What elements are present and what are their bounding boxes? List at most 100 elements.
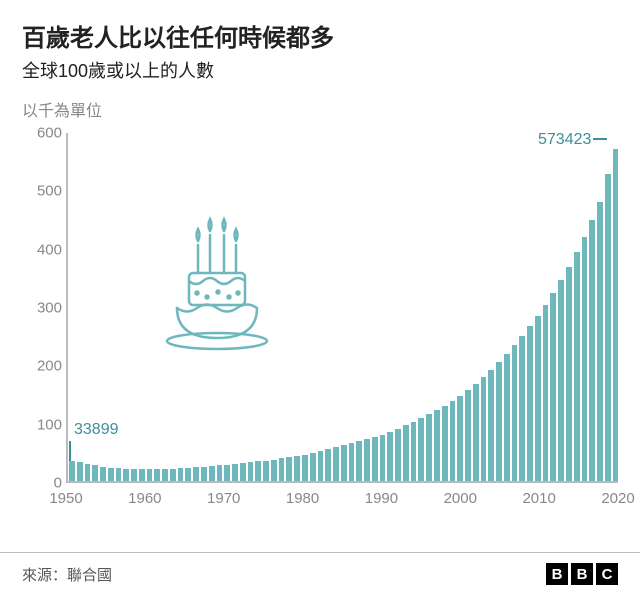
bar xyxy=(170,469,176,481)
bar xyxy=(240,463,246,481)
bar xyxy=(286,457,292,481)
y-tick-label: 500 xyxy=(22,183,62,200)
bar xyxy=(108,468,114,481)
y-tick-label: 600 xyxy=(22,125,62,142)
bar xyxy=(69,461,75,481)
bar xyxy=(550,293,556,481)
bar xyxy=(488,370,494,481)
bar xyxy=(364,439,370,481)
x-tick-label: 1960 xyxy=(128,490,161,507)
bar xyxy=(209,466,215,481)
bar xyxy=(154,469,160,481)
bar xyxy=(589,220,595,481)
bar xyxy=(333,447,339,481)
bar xyxy=(434,410,440,481)
bar xyxy=(457,396,463,481)
footer: 來源：聯合國 B B C xyxy=(0,552,640,585)
chart-subtitle: 全球100歲或以上的人數 xyxy=(22,57,618,83)
bar xyxy=(450,401,456,481)
bar xyxy=(116,468,122,481)
chart-area: 0100200300400500600195019601970198019902… xyxy=(22,123,618,523)
bar xyxy=(271,460,277,481)
bar xyxy=(185,468,191,481)
bar xyxy=(139,469,145,481)
bar xyxy=(255,461,261,481)
x-tick-label: 1990 xyxy=(365,490,398,507)
bar xyxy=(613,149,619,481)
bar xyxy=(403,425,409,481)
bar xyxy=(318,451,324,481)
bar xyxy=(496,362,502,481)
bar xyxy=(372,437,378,481)
logo-letter: B xyxy=(571,563,593,585)
data-annotation: 573423 xyxy=(538,131,607,149)
bar xyxy=(543,305,549,481)
bar xyxy=(566,267,572,481)
bar xyxy=(85,464,91,481)
bar xyxy=(418,418,424,481)
bar xyxy=(558,280,564,481)
chart-title: 百歲老人比以往任何時候都多 xyxy=(22,18,618,53)
y-axis-unit: 以千為單位 xyxy=(22,97,618,121)
bar xyxy=(217,465,223,481)
bar xyxy=(356,441,362,481)
bar xyxy=(597,202,603,481)
bar xyxy=(519,336,525,481)
bar xyxy=(605,174,611,481)
bar xyxy=(395,429,401,481)
cake-icon xyxy=(162,213,272,353)
x-tick-label: 1970 xyxy=(207,490,240,507)
bar xyxy=(380,435,386,481)
x-tick-label: 1950 xyxy=(49,490,82,507)
bar xyxy=(77,462,83,481)
bar xyxy=(131,469,137,481)
bar xyxy=(387,432,393,481)
bar xyxy=(574,252,580,481)
bar xyxy=(302,455,308,481)
bar xyxy=(582,237,588,481)
bar xyxy=(325,449,331,481)
chart-container: 百歲老人比以往任何時候都多 全球100歲或以上的人數 以千為單位 xyxy=(0,0,640,523)
bar xyxy=(224,465,230,481)
y-tick-label: 100 xyxy=(22,416,62,433)
bar xyxy=(411,422,417,481)
x-tick-label: 2000 xyxy=(444,490,477,507)
bar xyxy=(279,458,285,481)
y-tick-label: 400 xyxy=(22,241,62,258)
bar xyxy=(527,326,533,481)
annotation-tick xyxy=(69,441,71,461)
bar xyxy=(349,443,355,481)
bar xyxy=(535,316,541,481)
bbc-logo: B B C xyxy=(546,563,618,585)
plot-area xyxy=(66,133,618,483)
bar xyxy=(442,406,448,481)
bar xyxy=(201,467,207,482)
bar xyxy=(481,377,487,481)
bar xyxy=(341,445,347,481)
logo-letter: C xyxy=(596,563,618,585)
logo-letter: B xyxy=(546,563,568,585)
bar xyxy=(193,467,199,481)
bar xyxy=(100,467,106,482)
bar xyxy=(123,469,129,481)
bar xyxy=(310,453,316,481)
bar xyxy=(465,390,471,481)
bars-group xyxy=(68,133,618,481)
data-annotation: 33899 xyxy=(74,421,119,439)
bar xyxy=(92,465,98,481)
source-label: 來源：聯合國 xyxy=(22,564,112,585)
bar xyxy=(248,462,254,481)
bar xyxy=(426,414,432,481)
bar xyxy=(294,456,300,481)
x-tick-label: 2020 xyxy=(601,490,634,507)
y-tick-label: 0 xyxy=(22,475,62,492)
x-tick-label: 2010 xyxy=(522,490,555,507)
y-tick-label: 200 xyxy=(22,358,62,375)
bar xyxy=(147,469,153,481)
bar xyxy=(232,464,238,481)
bar xyxy=(178,468,184,481)
bar xyxy=(162,469,168,481)
y-tick-label: 300 xyxy=(22,300,62,317)
bar xyxy=(473,384,479,481)
bar xyxy=(263,461,269,481)
